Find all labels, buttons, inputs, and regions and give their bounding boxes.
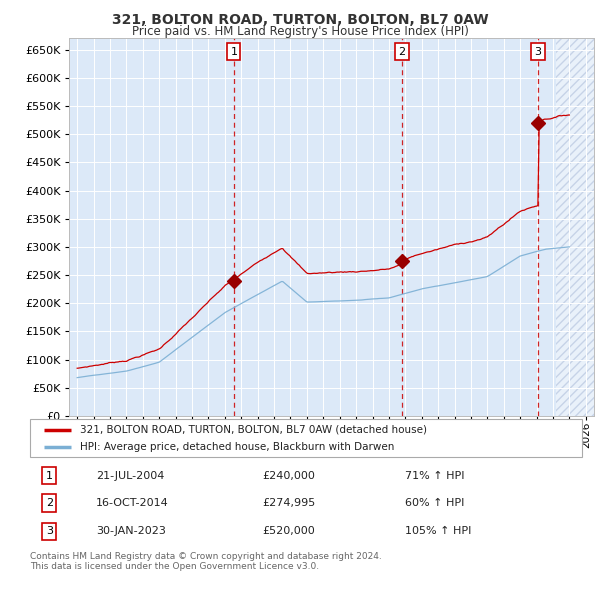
- Text: 2: 2: [46, 498, 53, 508]
- Text: Contains HM Land Registry data © Crown copyright and database right 2024.: Contains HM Land Registry data © Crown c…: [30, 552, 382, 560]
- Text: HPI: Average price, detached house, Blackburn with Darwen: HPI: Average price, detached house, Blac…: [80, 442, 394, 453]
- Text: 105% ↑ HPI: 105% ↑ HPI: [406, 526, 472, 536]
- Text: Price paid vs. HM Land Registry's House Price Index (HPI): Price paid vs. HM Land Registry's House …: [131, 25, 469, 38]
- Text: £274,995: £274,995: [262, 498, 315, 508]
- Text: 16-OCT-2014: 16-OCT-2014: [96, 498, 169, 508]
- Text: 60% ↑ HPI: 60% ↑ HPI: [406, 498, 465, 508]
- Bar: [556, 38, 594, 416]
- Text: 30-JAN-2023: 30-JAN-2023: [96, 526, 166, 536]
- Text: 1: 1: [46, 471, 53, 481]
- Text: £240,000: £240,000: [262, 471, 315, 481]
- Text: 21-JUL-2004: 21-JUL-2004: [96, 471, 164, 481]
- Text: 1: 1: [230, 47, 238, 57]
- Text: £520,000: £520,000: [262, 526, 314, 536]
- Bar: [556, 38, 594, 416]
- Text: 321, BOLTON ROAD, TURTON, BOLTON, BL7 0AW: 321, BOLTON ROAD, TURTON, BOLTON, BL7 0A…: [112, 13, 488, 27]
- Text: 3: 3: [46, 526, 53, 536]
- Text: 2: 2: [398, 47, 406, 57]
- Text: 321, BOLTON ROAD, TURTON, BOLTON, BL7 0AW (detached house): 321, BOLTON ROAD, TURTON, BOLTON, BL7 0A…: [80, 425, 427, 435]
- FancyBboxPatch shape: [30, 419, 582, 457]
- Text: 71% ↑ HPI: 71% ↑ HPI: [406, 471, 465, 481]
- Text: 3: 3: [535, 47, 541, 57]
- Text: This data is licensed under the Open Government Licence v3.0.: This data is licensed under the Open Gov…: [30, 562, 319, 571]
